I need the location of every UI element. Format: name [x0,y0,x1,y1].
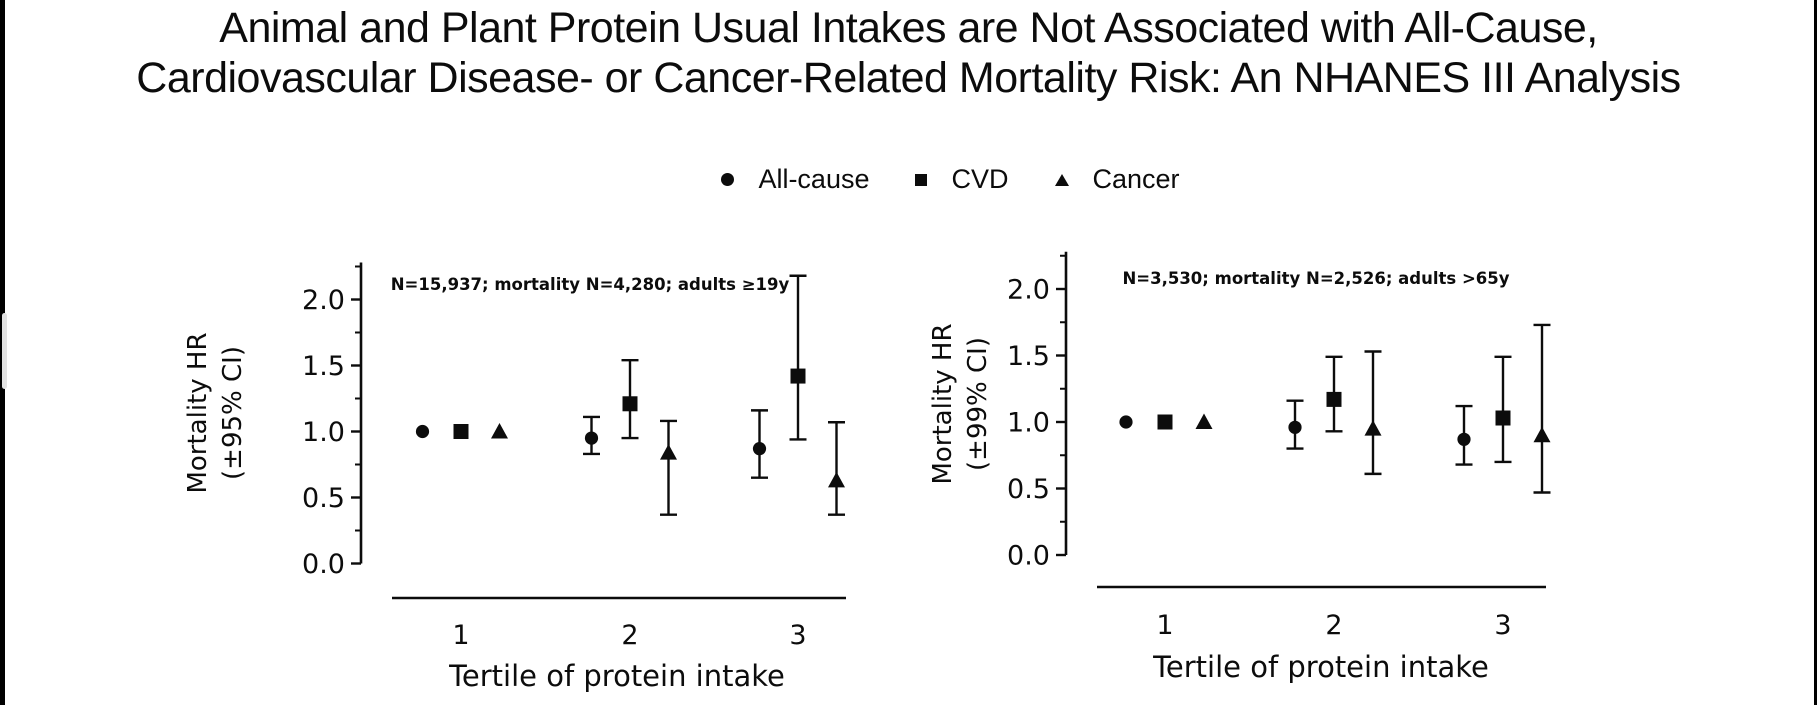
legend-item-cancer: Cancer [1054,164,1180,195]
x-tick-label: 1 [1156,610,1173,641]
all-cause-marker-tertile-1 [415,424,430,439]
x-tick-label: 2 [621,620,638,651]
all-cause-marker-tertile-2 [1288,420,1302,434]
y-tick-label: 1.0 [1007,408,1050,439]
legend-item-cvd: CVD [915,164,1009,195]
figure-title-line2: Cardiovascular Disease- or Cancer-Relate… [136,54,1681,102]
cvd-marker-tertile-3 [790,368,806,384]
cvd-marker-tertile-2 [1326,391,1342,407]
y-axis-label-line1: Mortality HR [928,323,958,484]
y-tick-label: 1.5 [302,351,345,382]
x-tick-label: 3 [1494,610,1511,641]
y-tick-label: 0.0 [1007,541,1050,572]
x-tick-label: 3 [789,620,806,651]
x-axis-label: Tertile of protein intake [448,659,785,693]
all-cause-marker-tertile-1 [1119,415,1133,429]
y-tick-label: 1.5 [1007,341,1050,372]
all-cause-marker-tertile-2 [584,431,599,445]
y-tick-label: 1.0 [302,417,345,448]
figure-title-line1: Animal and Plant Protein Usual Intakes a… [219,4,1598,52]
cvd-marker-tertile-2 [622,396,638,412]
legend-label: CVD [951,164,1009,194]
all-cause-marker-tertile-3 [1457,432,1471,446]
cancer-marker-tertile-1 [1195,413,1213,429]
sample-size-annotation: N=3,530; mortality N=2,526; adults >65y [1122,269,1509,288]
y-axis-label-line1: Mortality HR [183,332,213,493]
cancer-marker-tertile-2 [660,444,677,460]
legend: All-cause CVD Cancer [42,164,1817,195]
y-axis-label-line2: (±95% CI) [218,346,248,480]
panel-left: 0.0 0.5 1.0 1.5 2.0 Mortality HR (±95% CI) N=15… [183,262,846,693]
sample-size-annotation: N=15,937; mortality N=4,280; adults ≥19y [391,275,790,294]
legend-label: Cancer [1092,164,1180,194]
cancer-marker-tertile-3 [828,471,845,488]
y-tick-label: 0.5 [1007,474,1050,505]
x-tick-label: 1 [452,620,469,651]
square-icon [915,173,928,186]
y-tick-label: 0.0 [302,549,345,580]
panel-right: 0.0 0.5 1.0 1.5 2.0 Mortality HR (±99% CI) N=3,… [928,251,1551,684]
legend-label: All-cause [758,164,870,194]
all-cause-marker-tertile-3 [752,442,767,456]
y-tick-label: 0.5 [302,483,345,514]
triangle-icon [1054,173,1069,186]
x-axis-label: Tertile of protein intake [1152,650,1489,684]
cancer-marker-tertile-2 [1364,420,1382,436]
cancer-marker-tertile-1 [491,423,508,439]
cvd-marker-tertile-3 [1495,410,1511,426]
y-tick-label: 2.0 [1007,275,1050,306]
scrollbar-thumb[interactable] [2,313,7,389]
cvd-marker-tertile-1 [453,424,469,439]
cvd-marker-tertile-1 [1157,414,1173,430]
y-tick-label: 2.0 [302,285,345,316]
legend-item-all-cause: All-cause [721,164,869,195]
cancer-marker-tertile-3 [1533,426,1551,443]
figure-title: Animal and Plant Protein Usual Intakes a… [0,3,1817,103]
right-edge-bar [1814,0,1817,705]
circle-icon [721,173,735,186]
x-tick-label: 2 [1325,610,1342,641]
y-axis-label-line2: (±99% CI) [963,337,993,471]
